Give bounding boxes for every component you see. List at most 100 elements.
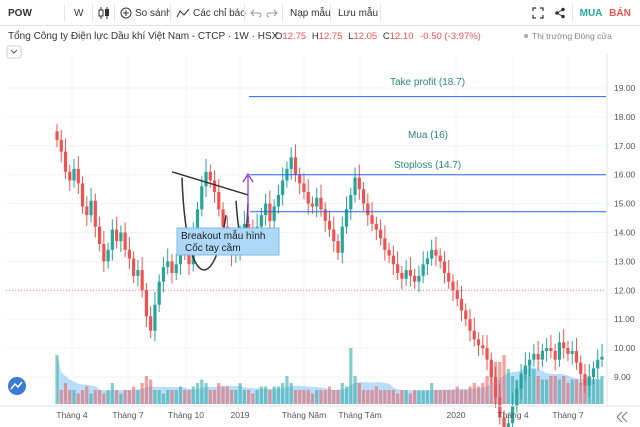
candle-body <box>123 232 127 250</box>
candle-body <box>438 255 442 262</box>
fullscreen-button[interactable] <box>532 0 544 26</box>
volume-bar <box>540 379 544 404</box>
price-tick-label: 13.00 <box>614 256 636 266</box>
volume-bar <box>366 390 370 404</box>
candle-body <box>259 215 263 227</box>
interval-button[interactable]: W <box>74 7 84 19</box>
candle-body <box>417 275 421 282</box>
candle-body <box>208 171 212 181</box>
volume-bar <box>110 383 114 404</box>
undo-button[interactable] <box>250 0 262 26</box>
axis-background <box>607 54 640 406</box>
load-template-button[interactable]: Nạp mẫu <box>290 7 331 19</box>
volume-bar <box>293 390 298 404</box>
price-tick-label: 10.00 <box>614 343 636 353</box>
candle-body <box>430 249 434 259</box>
candle-body <box>102 244 106 262</box>
candle-body <box>447 272 451 282</box>
volume-bar <box>489 369 493 404</box>
share-button[interactable] <box>554 0 566 26</box>
tradingview-logo[interactable] <box>8 377 26 395</box>
candle-body <box>127 249 131 259</box>
candle-body <box>583 374 587 386</box>
volume-bar <box>472 383 476 404</box>
candle-body <box>106 249 110 262</box>
volume-bar <box>153 390 157 404</box>
candle-body <box>408 270 412 276</box>
candle-body <box>485 348 489 360</box>
volume-bar <box>532 369 536 404</box>
candle-body <box>170 261 174 273</box>
candle-body <box>549 348 553 351</box>
chart-style-button[interactable] <box>98 0 110 26</box>
volume-bar <box>72 390 76 404</box>
volume-bar <box>455 386 459 404</box>
volume-bar <box>264 386 268 404</box>
volume-bar <box>115 390 119 404</box>
toolbar-divider <box>282 5 283 21</box>
toolbar-divider <box>330 5 331 21</box>
candle-body <box>166 261 170 268</box>
scroll-to-end-button[interactable] <box>616 411 628 423</box>
volume-bar <box>204 383 208 404</box>
price-tick-label: 18.00 <box>614 112 636 122</box>
volume-bar <box>579 383 583 404</box>
undo-icon <box>250 9 262 18</box>
candle-body <box>502 417 506 427</box>
toolbar-divider <box>572 5 573 21</box>
candle-body <box>200 186 204 210</box>
time-tick-label: Tháng 7 <box>112 410 143 420</box>
candle-body <box>562 342 566 349</box>
candle-body <box>144 290 149 317</box>
volume-bar <box>259 386 263 404</box>
price-tick-label: 19.00 <box>614 83 636 93</box>
volume-bar <box>238 383 242 404</box>
candle-body <box>366 203 370 216</box>
volume-bar <box>591 379 596 404</box>
candle-body <box>319 197 323 210</box>
price-tick-label: 17.00 <box>614 141 636 151</box>
candle-body <box>264 203 268 216</box>
volume-bar <box>225 386 229 404</box>
toolbar-divider <box>92 5 93 21</box>
candle-body <box>459 298 464 311</box>
volume-bar <box>119 393 123 404</box>
candle-body <box>510 405 515 424</box>
candle-body <box>93 200 97 227</box>
volume-bar <box>174 390 178 404</box>
time-tick-label: Tháng 7 <box>552 410 583 420</box>
high-value: 12.75 <box>319 31 343 42</box>
volume-bar <box>562 376 566 404</box>
volume-bar <box>344 386 349 404</box>
price-axis: 19.00 18.00 17.00 16.00 15.00 14.00 13.00 12.00… <box>606 54 640 406</box>
indicators-button[interactable]: Các chỉ báo <box>176 0 246 26</box>
volume-bar <box>349 348 353 404</box>
volume-bar <box>319 390 323 404</box>
time-axis: Tháng 4 Tháng 7 Tháng 10 2019 Tháng Năm Tháng… <box>0 405 640 420</box>
candle-body <box>464 310 468 320</box>
candle-body <box>276 194 281 207</box>
collapse-legend-button[interactable] <box>6 45 22 59</box>
volume-bar <box>302 390 306 404</box>
low-label: L <box>348 31 353 42</box>
sell-button[interactable]: BÁN <box>609 7 631 19</box>
volume-bar <box>536 376 540 404</box>
toolbar-divider <box>170 5 171 21</box>
volume-bar <box>340 383 344 404</box>
candle-body <box>298 174 302 184</box>
compare-button[interactable]: So sánh <box>120 0 172 26</box>
candle-body <box>76 168 80 184</box>
candle-body <box>442 261 447 273</box>
high-label: H <box>312 31 319 42</box>
volume-bar <box>310 393 315 404</box>
volume-bar <box>136 390 140 404</box>
volume-bar <box>76 393 80 404</box>
redo-button[interactable] <box>266 0 278 26</box>
buy-button[interactable]: MUA <box>579 7 603 19</box>
open-label: O <box>275 31 282 42</box>
volume-bar <box>327 386 332 404</box>
candle-body <box>536 353 540 360</box>
save-template-button[interactable]: Lưu mẫu <box>338 7 379 19</box>
symbol-search[interactable]: POW <box>8 7 32 19</box>
